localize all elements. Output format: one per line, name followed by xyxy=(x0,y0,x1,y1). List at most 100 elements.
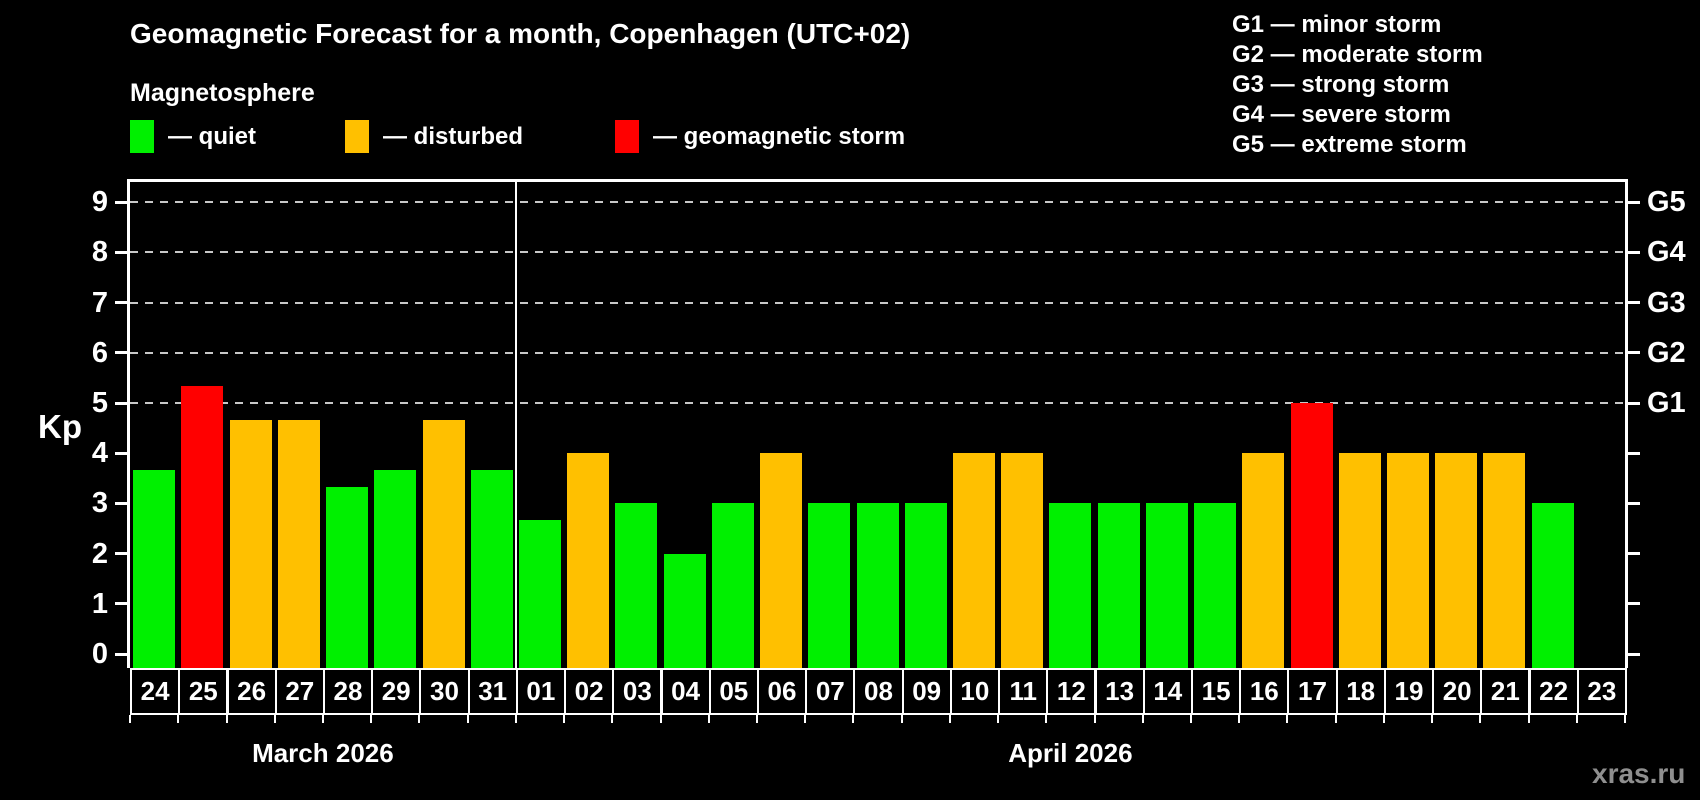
day-label-cell: 28 xyxy=(322,668,374,715)
kp-bar-day-09 xyxy=(904,503,947,668)
plot-top-spine xyxy=(127,179,1628,182)
day-boundary-tick xyxy=(514,715,517,723)
day-boundary-tick xyxy=(1334,715,1337,723)
day-label-cell: 18 xyxy=(1335,668,1386,715)
kp-axis-tick xyxy=(115,250,127,254)
g-scale-label-g5: G5 xyxy=(1647,186,1686,219)
day-boundary-tick xyxy=(1238,715,1241,723)
kp-axis-tick xyxy=(115,351,127,355)
kp-tick-label: 4 xyxy=(91,437,108,470)
g-axis-tick xyxy=(1628,501,1640,505)
kp-bar-day-05 xyxy=(711,503,754,668)
day-label-cell: 16 xyxy=(1239,668,1290,715)
kp-tick-label: 1 xyxy=(91,587,108,620)
day-boundary-tick xyxy=(1190,715,1192,723)
day-boundary-tick xyxy=(1045,715,1048,723)
day-label-cell: 13 xyxy=(1094,668,1145,715)
day-boundary-tick xyxy=(707,715,710,723)
g-scale-label-g4: G4 xyxy=(1647,236,1686,269)
day-label-cell: 04 xyxy=(660,668,711,715)
g-axis-tick xyxy=(1628,351,1640,355)
day-label-cell: 30 xyxy=(419,668,470,715)
kp-bar-day-01 xyxy=(518,520,561,668)
legend-item-label: — disturbed xyxy=(383,122,524,150)
day-boundary-tick xyxy=(466,715,469,723)
day-boundary-tick xyxy=(563,715,565,723)
kp-tick-label: 2 xyxy=(91,537,108,570)
gridline-kp8 xyxy=(130,251,1625,254)
kp-bar-day-30 xyxy=(422,419,465,668)
g-scale-label-g2: G2 xyxy=(1647,336,1686,369)
day-label-cell: 15 xyxy=(1191,668,1242,715)
legend-item-quiet: — quiet xyxy=(130,120,256,153)
plot-left-spine xyxy=(127,179,130,668)
g-axis-tick xyxy=(1628,602,1640,606)
legend-item-label: — quiet xyxy=(168,122,256,150)
gridline-kp9 xyxy=(130,201,1625,204)
day-boundary-tick xyxy=(1093,715,1096,723)
day-label-cell: 03 xyxy=(612,668,663,715)
month-label: April 2026 xyxy=(1008,738,1133,768)
day-boundary-tick xyxy=(418,715,421,723)
month-label: March 2026 xyxy=(252,738,394,768)
storm-color-swatch-icon xyxy=(615,120,639,153)
kp-bar-day-08 xyxy=(856,503,899,668)
kp-bar-day-15 xyxy=(1194,503,1237,668)
page-title: Geomagnetic Forecast for a month, Copenh… xyxy=(130,18,911,49)
day-label-cell: 09 xyxy=(901,668,952,715)
kp-tick-label: 0 xyxy=(91,638,108,670)
kp-bar-day-21 xyxy=(1483,453,1526,668)
day-label-cell: 12 xyxy=(1046,668,1097,715)
day-label-cell: 10 xyxy=(949,668,1000,715)
kp-bar-day-16 xyxy=(1242,453,1285,668)
day-label-cell: 14 xyxy=(1142,668,1193,715)
kp-bar-day-06 xyxy=(760,453,802,668)
day-label-cell: 21 xyxy=(1480,668,1531,715)
day-boundary-tick xyxy=(1479,715,1482,723)
g-axis-tick xyxy=(1628,552,1640,556)
day-label-cell: 11 xyxy=(998,668,1049,715)
month-separator-line xyxy=(514,182,518,668)
day-boundary-tick xyxy=(997,715,1000,723)
kp-bar-day-19 xyxy=(1387,453,1429,668)
watermark: xras.ru xyxy=(1592,758,1686,789)
day-label-cell: 23 xyxy=(1576,668,1627,715)
day-boundary-tick xyxy=(225,715,228,723)
day-label-cell: 24 xyxy=(130,668,181,715)
day-boundary-tick xyxy=(852,715,855,723)
day-boundary-tick xyxy=(1286,715,1289,723)
day-boundary-tick xyxy=(804,715,807,723)
day-label-cell: 20 xyxy=(1432,668,1483,715)
day-boundary-tick xyxy=(129,715,131,723)
day-label-cell: 08 xyxy=(853,668,904,715)
kp-bar-day-07 xyxy=(808,503,851,668)
kp-bar-day-22 xyxy=(1531,503,1574,668)
legend-item-storm: — geomagnetic storm xyxy=(615,120,905,153)
kp-bar-day-13 xyxy=(1097,503,1140,668)
kp-bar-day-26 xyxy=(229,419,272,668)
g-axis-tick xyxy=(1628,652,1640,656)
g-legend-line: G1 — minor storm xyxy=(1232,11,1442,38)
kp-bar-day-04 xyxy=(663,553,706,668)
day-boundary-tick xyxy=(1527,715,1530,723)
day-label-cell: 17 xyxy=(1287,668,1338,715)
day-boundary-tick xyxy=(321,715,324,723)
day-label-cell: 19 xyxy=(1383,668,1435,715)
day-boundary-tick xyxy=(659,715,662,723)
kp-bar-day-31 xyxy=(470,469,513,668)
g-axis-tick xyxy=(1628,200,1640,204)
gridline-kp5 xyxy=(130,402,1625,404)
day-boundary-tick xyxy=(611,715,614,723)
day-label-cell: 22 xyxy=(1528,668,1579,715)
kp-axis-tick xyxy=(115,552,127,556)
g-axis-tick xyxy=(1628,451,1640,455)
day-label-cell: 06 xyxy=(756,668,808,715)
legend-item-disturbed: — disturbed xyxy=(345,120,523,153)
kp-axis-tick xyxy=(115,652,127,656)
quiet-color-swatch-icon xyxy=(130,120,154,153)
kp-bar-day-18 xyxy=(1338,453,1381,668)
g-scale-label-g3: G3 xyxy=(1647,286,1686,319)
kp-bar-day-14 xyxy=(1145,503,1188,668)
kp-axis-tick xyxy=(115,301,127,305)
